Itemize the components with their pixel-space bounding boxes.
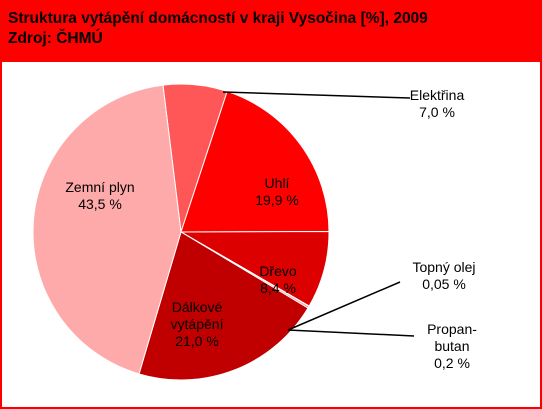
title-line-1: Struktura vytápění domácností v kraji Vy… [8,10,428,27]
title-line-2: Zdroj: ČHMÚ [8,30,103,47]
data-label-elektrina: Elektřina 7,0 % [410,87,465,120]
chart-title: Struktura vytápění domácností v kraji Vy… [8,9,428,49]
leader-line-elektrina [222,91,411,99]
pie-slice-dalkove-vytapeni [138,231,309,381]
data-label-topny-olej: Topný olej 0,05 % [412,259,475,292]
data-label-propan-butan: Propan-butan 0,2 % [427,321,477,371]
chart-header: Struktura vytápění domácností v kraji Vy… [2,2,540,62]
data-label-drevo: Dřevo 8,4 % [259,263,297,296]
leader-line-topny-olej [287,281,401,331]
data-label-uhli: Uhlí 19,9 % [255,175,299,208]
pie-slice-zemni-plyn [32,84,182,375]
pie-slice-uhli [180,90,330,233]
data-label-zemni-plyn: Zemní plyn 43,5 % [65,179,134,212]
data-label-dalkove-vytapeni: Dálkové vytápění 21,0 % [171,299,224,349]
leader-line-propan-butan [287,329,415,337]
